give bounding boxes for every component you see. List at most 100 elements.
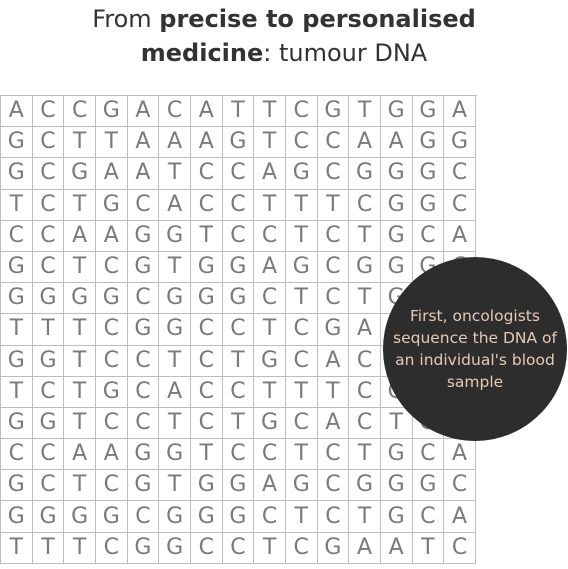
dna-base-cell: C (64, 96, 96, 128)
dna-base-cell: G (380, 189, 413, 221)
dna-base-cell: A (64, 439, 96, 471)
dna-base-cell: C (127, 501, 160, 533)
dna-base-cell: A (95, 439, 128, 471)
dna-base-cell: G (317, 532, 350, 564)
dna-base-cell: G (412, 96, 445, 128)
dna-base-cell: G (380, 251, 413, 284)
dna-base-cell: T (64, 470, 96, 502)
dna-base-cell: C (285, 314, 318, 346)
dna-base-cell: A (349, 532, 381, 564)
dna-base-cell: G (380, 158, 413, 190)
dna-base-cell: G (32, 283, 65, 315)
dna-base-cell: C (1, 439, 33, 471)
dna-base-cell: G (444, 127, 476, 159)
dna-base-cell: A (317, 345, 350, 377)
dna-base-cell: G (190, 501, 223, 533)
dna-base-cell: T (349, 283, 381, 315)
dna-base-cell: C (222, 439, 255, 471)
dna-base-cell: T (32, 532, 65, 564)
dna-base-cell: A (190, 96, 223, 128)
dna-base-cell: G (190, 470, 223, 502)
dna-base-cell: C (95, 251, 128, 284)
dna-base-cell: C (32, 189, 65, 221)
dna-base-cell: G (127, 220, 160, 252)
dna-base-cell: G (222, 127, 255, 159)
dna-base-cell: T (64, 189, 96, 221)
dna-base-cell: C (32, 251, 65, 284)
dna-base-cell: G (127, 470, 160, 502)
dna-base-cell: G (159, 283, 191, 315)
dna-base-cell: T (64, 314, 96, 346)
dna-base-cell: T (159, 470, 191, 502)
dna-base-cell: C (317, 439, 350, 471)
dna-base-cell: T (1, 376, 33, 408)
dna-base-cell: G (190, 251, 223, 284)
dna-base-cell: C (412, 501, 445, 533)
dna-base-cell: T (254, 532, 286, 564)
title-line-2-plain: : tumour DNA (263, 39, 428, 67)
dna-base-cell: G (127, 251, 160, 284)
dna-base-cell: G (222, 501, 255, 533)
dna-base-cell: C (32, 470, 65, 502)
dna-base-cell: T (254, 96, 286, 128)
dna-base-cell: C (32, 376, 65, 408)
dna-base-cell: A (380, 127, 413, 159)
dna-base-cell: C (127, 189, 160, 221)
dna-base-cell: A (444, 96, 476, 128)
callout-line: an individual's blood (395, 351, 555, 369)
title-line-1-bold: precise to personalised (159, 5, 476, 33)
dna-base-cell: G (412, 127, 445, 159)
dna-base-cell: C (190, 345, 223, 377)
title-line-1-plain: From (92, 5, 160, 33)
dna-base-cell: C (254, 439, 286, 471)
dna-base-cell: A (95, 158, 128, 190)
dna-base-cell: C (317, 127, 350, 159)
dna-base-cell: G (317, 96, 350, 128)
dna-base-cell: G (127, 314, 160, 346)
dna-base-cell: A (349, 127, 381, 159)
dna-base-cell: A (444, 501, 476, 533)
dna-base-cell: C (222, 220, 255, 252)
dna-base-cell: G (1, 407, 33, 440)
dna-base-cell: A (254, 158, 286, 190)
dna-base-cell: T (222, 407, 255, 440)
dna-base-cell: G (1, 283, 33, 315)
dna-base-cell: C (444, 470, 476, 502)
dna-base-cell: G (349, 470, 381, 502)
dna-base-cell: C (317, 220, 350, 252)
dna-base-cell: C (222, 314, 255, 346)
dna-base-cell: T (285, 376, 318, 408)
dna-base-cell: G (159, 501, 191, 533)
dna-base-cell: T (412, 532, 445, 564)
dna-base-cell: A (127, 127, 160, 159)
title-line-1: From precise to personalised (0, 2, 568, 36)
dna-base-cell: C (222, 158, 255, 190)
dna-base-cell: C (317, 501, 350, 533)
dna-base-cell: G (380, 501, 413, 533)
dna-base-cell: G (95, 283, 128, 315)
dna-base-cell: C (32, 220, 65, 252)
dna-base-cell: T (159, 345, 191, 377)
dna-base-cell: T (254, 189, 286, 221)
callout-line: sample (446, 373, 504, 391)
dna-base-cell: G (1, 251, 33, 284)
dna-base-cell: T (285, 501, 318, 533)
dna-base-cell: C (285, 96, 318, 128)
dna-base-cell: C (254, 283, 286, 315)
dna-base-cell: A (1, 96, 33, 128)
dna-base-cell: C (32, 127, 65, 159)
dna-base-cell: C (349, 345, 381, 377)
dna-base-cell: C (190, 407, 223, 440)
dna-base-cell: G (285, 158, 318, 190)
dna-base-cell: G (32, 345, 65, 377)
dna-base-cell: T (64, 407, 96, 440)
dna-base-cell: G (127, 439, 160, 471)
dna-base-cell: T (64, 127, 96, 159)
callout-bubble: First, oncologists sequence the DNA of a… (383, 257, 567, 441)
dna-base-cell: C (412, 220, 445, 252)
dna-base-cell: C (317, 283, 350, 315)
dna-base-cell: C (95, 470, 128, 502)
dna-base-cell: T (1, 314, 33, 346)
dna-base-cell: C (190, 532, 223, 564)
dna-base-cell: C (285, 407, 318, 440)
